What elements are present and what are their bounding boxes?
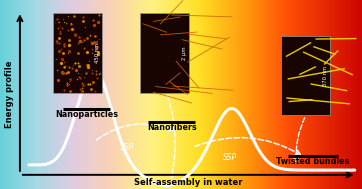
Bar (140, 13, 189, 93)
Bar (54, 13, 102, 93)
Text: 450 nm: 450 nm (96, 43, 100, 63)
Text: SSP: SSP (119, 143, 134, 152)
Text: SSP: SSP (223, 153, 237, 162)
Text: 370 nm: 370 nm (324, 65, 328, 86)
Text: 2 μm: 2 μm (182, 46, 187, 60)
Text: Twisted bundles: Twisted bundles (277, 157, 350, 166)
Text: Energy profile: Energy profile (5, 61, 13, 128)
Text: Self-assembly in water: Self-assembly in water (134, 178, 243, 187)
Bar (282, 36, 330, 115)
Text: Nanoparticles: Nanoparticles (55, 110, 118, 119)
Text: Nanofibers: Nanofibers (147, 123, 197, 132)
